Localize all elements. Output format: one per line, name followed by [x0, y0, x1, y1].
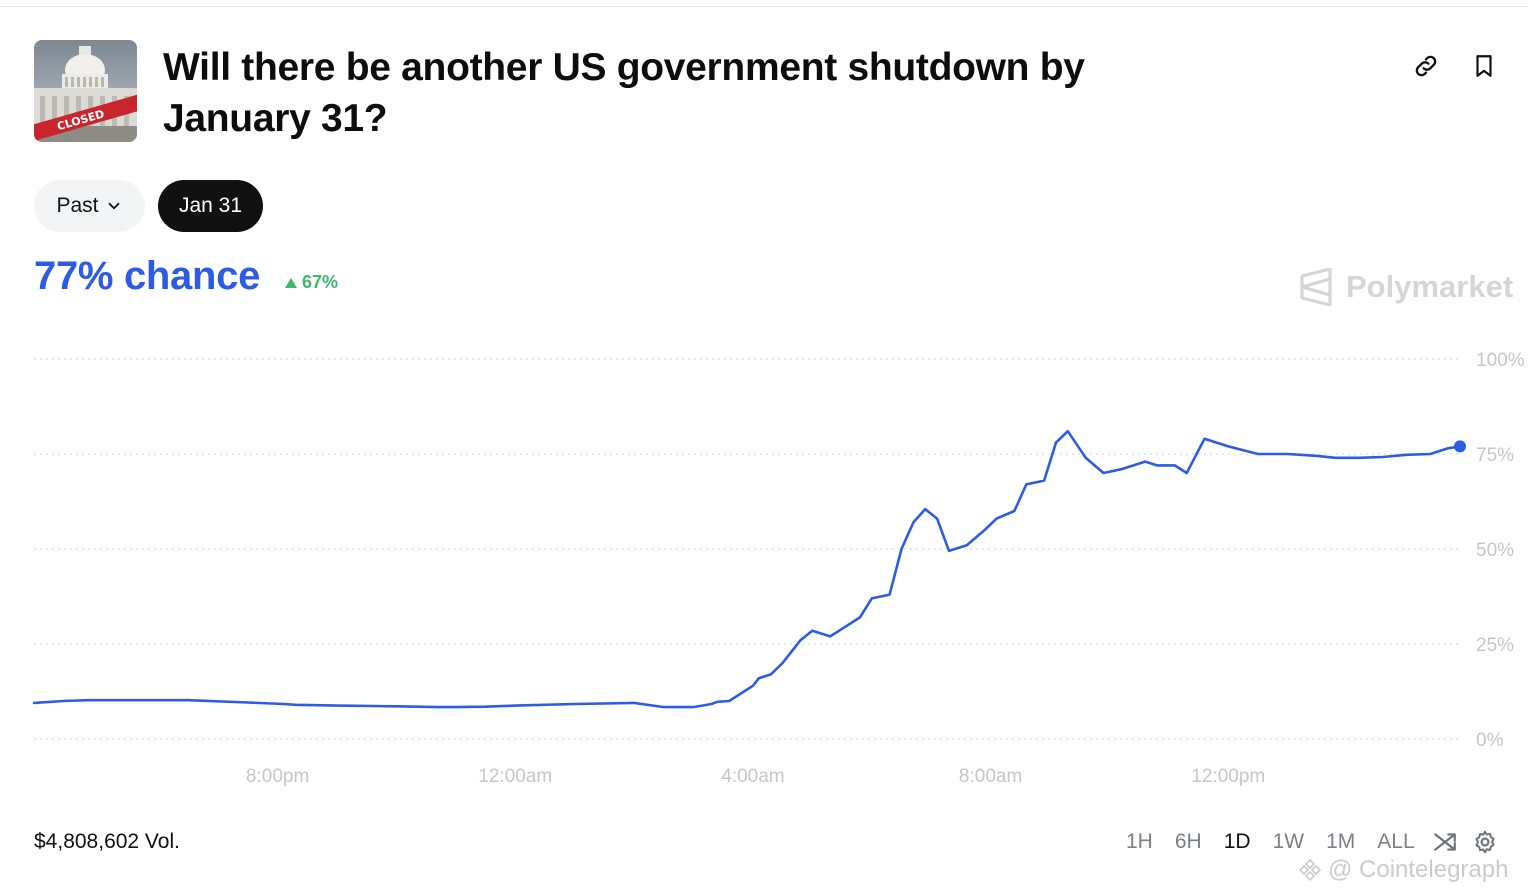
y-tick-label: 25% — [1476, 635, 1514, 656]
market-thumbnail: CLOSED — [34, 40, 137, 142]
top-divider — [0, 6, 1528, 7]
y-tick-label: 75% — [1476, 445, 1514, 466]
range-1w[interactable]: 1W — [1272, 830, 1305, 853]
price-chart: 100% 75% 50% 25% 0% 8:00pm 12:00am 4:00am 8:00am… — [32, 350, 1525, 787]
triangle-up-icon — [285, 277, 297, 288]
market-title: Will there be another US government shut… — [163, 46, 1085, 140]
range-6h[interactable]: 6H — [1174, 830, 1202, 853]
shuffle-icon — [1433, 833, 1456, 851]
volume-text: $4,808,602 Vol. — [34, 830, 180, 853]
watermark: @ Cointelegraph — [1298, 856, 1508, 884]
shuffle-button[interactable] — [1431, 828, 1459, 856]
x-tick-label: 4:00am — [721, 766, 784, 787]
link-button[interactable] — [1410, 50, 1442, 82]
x-tick-label: 8:00am — [959, 766, 1022, 787]
range-1m[interactable]: 1M — [1326, 830, 1356, 853]
past-label: Past — [56, 194, 99, 217]
range-all[interactable]: ALL — [1377, 830, 1415, 853]
gear-icon — [1475, 830, 1495, 854]
x-tick-label: 8:00pm — [246, 766, 309, 787]
date-label: Jan 31 — [178, 194, 243, 217]
y-tick-label: 0% — [1476, 730, 1504, 751]
polymarket-logo-icon — [1300, 268, 1332, 306]
y-tick-label: 100% — [1476, 350, 1525, 371]
brand-name: Polymarket — [1346, 269, 1514, 304]
bookmark-button[interactable] — [1468, 50, 1500, 82]
bookmark-icon — [1476, 55, 1492, 77]
chance-delta: 67% — [284, 272, 338, 293]
y-tick-label: 50% — [1476, 540, 1514, 561]
binance-square-icon — [1298, 858, 1322, 882]
chance-value: 77% chance — [34, 254, 261, 298]
range-1h[interactable]: 1H — [1126, 830, 1153, 853]
chevron-down-icon — [108, 202, 119, 210]
polymarket-brand: Polymarket — [1298, 268, 1513, 306]
x-tick-label: 12:00am — [478, 766, 552, 787]
range-1d[interactable]: 1D — [1223, 830, 1251, 853]
delta-text: 67% — [302, 272, 339, 292]
watermark-text: @ Cointelegraph — [1328, 856, 1509, 883]
date-tab-jan-31[interactable]: Jan 31 — [158, 180, 263, 232]
range-selector: 1H 6H 1D 1W 1M ALL — [1126, 828, 1509, 856]
price-line — [32, 429, 1462, 709]
settings-button[interactable] — [1471, 828, 1499, 856]
current-point-marker — [1454, 440, 1466, 453]
link-icon — [1415, 55, 1437, 77]
x-tick-label: 12:00pm — [1191, 766, 1265, 787]
past-dropdown[interactable]: Past — [34, 180, 145, 232]
